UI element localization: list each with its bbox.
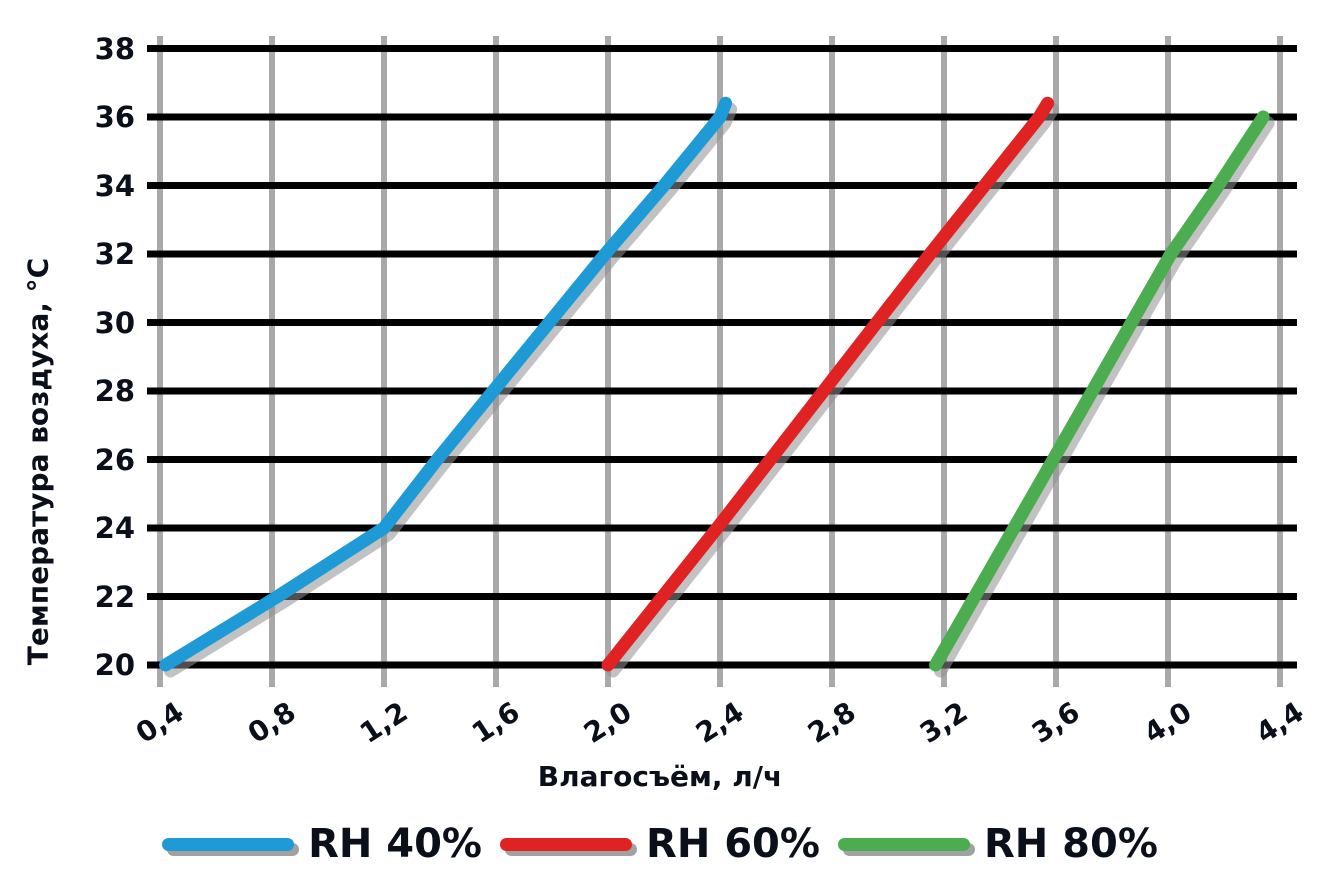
series-shadow-rh-60-: [606, 102, 1060, 678]
y-tick-label: 28: [94, 374, 135, 408]
legend-swatch-rh60-line-icon: [500, 837, 633, 851]
y-tick-label: 32: [94, 237, 135, 271]
legend-item-rh80: RH 80%: [837, 821, 1158, 867]
legend: RH 40% RH 60% RH 80%: [0, 822, 1320, 866]
series-line-rh-40-: [159, 96, 733, 672]
y-tick-label: 24: [94, 511, 135, 545]
legend-swatch-rh80-line-icon: [837, 837, 970, 851]
series-line-rh-80-: [929, 110, 1270, 672]
series-shadow-rh-80-: [934, 116, 1275, 678]
y-tick-label: 34: [94, 168, 135, 203]
y-tick-label: 36: [94, 100, 135, 134]
legend-label-rh80: RH 80%: [983, 821, 1158, 867]
legend-swatch-rh40-line-icon: [162, 837, 295, 851]
series-shadow-rh-40-: [164, 102, 738, 678]
x-axis-title: Влагосъём, л/ч: [537, 760, 783, 793]
series-line-rh-60-: [601, 96, 1055, 672]
y-tick-label: 22: [94, 579, 135, 614]
legend-item-rh60: RH 60%: [500, 822, 820, 866]
y-tick-label: 38: [94, 31, 135, 66]
legend-item-rh40: RH 40%: [162, 822, 482, 866]
y-tick-label: 26: [94, 442, 135, 477]
y-tick-label: 30: [94, 305, 135, 340]
y-axis-title: Температура воздуха, °С: [21, 257, 55, 666]
y-tick-label: 20: [94, 648, 135, 682]
legend-label-rh60: RH 60%: [646, 821, 820, 867]
legend-label-rh40: RH 40%: [308, 821, 483, 867]
